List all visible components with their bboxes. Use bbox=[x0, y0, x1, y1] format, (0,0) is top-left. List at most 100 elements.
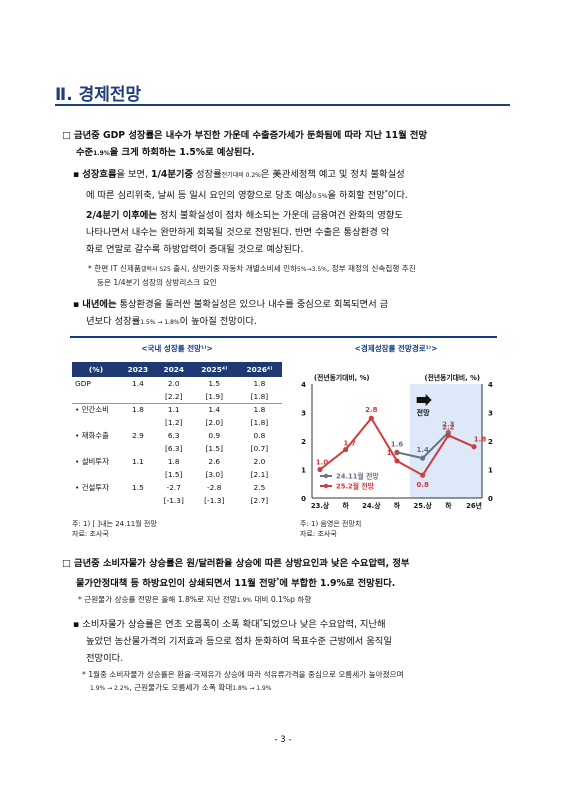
footnote-core-inflation: * 근원물가 상승률 전망은 올해 1.8%로 지난 전망1.9% 대비 0.1… bbox=[78, 593, 311, 607]
table-cell: 1.5 bbox=[208, 379, 221, 388]
square-bullet: □ bbox=[62, 558, 71, 569]
table-cell: 1.4 bbox=[132, 379, 144, 388]
table-cell: • 재화수출 bbox=[75, 431, 109, 440]
y-tick-left: 4 bbox=[301, 381, 306, 389]
table-cell: 1.8 bbox=[253, 379, 266, 388]
para3-bold: 2/4분기 이후에는 bbox=[86, 210, 157, 221]
col-header: 2026⁴⁾ bbox=[236, 362, 282, 377]
para2-bold-b: 1/4분기중 bbox=[151, 169, 194, 180]
table-cell: [-1.3] bbox=[163, 496, 184, 505]
foot1-sub2: 5%→3.5% bbox=[297, 266, 327, 273]
data-label: 0.8 bbox=[416, 481, 429, 489]
table-cell bbox=[72, 468, 120, 481]
para6-t2: 되었으나 낮은 수요압력, 지난해 bbox=[262, 619, 386, 631]
footnote-january-cpi: * 1월중 소비자물가 상승률은 환율·국제유가 상승에 따라 석유류가격을 중… bbox=[82, 668, 522, 695]
table-row: [2.2] [1.9] [1.8] bbox=[72, 390, 282, 404]
para6-sup: * bbox=[259, 618, 263, 625]
para2-t5: 이다. bbox=[387, 190, 408, 202]
x-tick-label: 하 bbox=[343, 501, 350, 510]
para4-t1: 통상환경을 둘러싼 불확실성은 있으나 내수를 중심으로 회복되면서 금 bbox=[116, 299, 389, 310]
table-cell: [-1.3] bbox=[204, 496, 225, 505]
table-cell: 2.0 bbox=[253, 457, 266, 466]
marker: ▪ bbox=[73, 619, 80, 631]
data-label: 2.8 bbox=[365, 406, 378, 414]
para6-t1: 소비자물가 상승률은 연초 오름폭이 소폭 확대 bbox=[82, 619, 260, 631]
y-tick-right: 0 bbox=[488, 495, 493, 503]
table-cell: [1.5] bbox=[164, 470, 183, 479]
data-label: 2.2 bbox=[442, 423, 455, 431]
table-cell: GDP bbox=[75, 379, 91, 388]
table-cell: • 민간소비 bbox=[75, 405, 109, 415]
foot3-b: , 근원물가도 오름세가 소폭 확대 bbox=[129, 683, 233, 692]
table-cell: 2.6 bbox=[208, 457, 221, 466]
y-tick-left: 0 bbox=[301, 495, 306, 503]
table-cell: 1.1 bbox=[167, 405, 180, 415]
para2-t4: 을 하회할 전망 bbox=[327, 190, 385, 202]
table-cell bbox=[72, 494, 120, 507]
footnote-upside-risk: * 한편 IT 신제품갤럭시 S25 출시, 상반기중 자동차 개별소비세 인하… bbox=[88, 262, 518, 289]
foot2-a: * 근원물가 상승률 전망은 올해 1.8%로 지난 전망 bbox=[78, 595, 237, 604]
paragraph-next-year: ▪ 내년에는 통상환경을 둘러싼 불확실성은 있으나 내수를 중심으로 회복되면… bbox=[73, 296, 513, 331]
table-row: [-1.3] [-1.3] [2.7] bbox=[72, 494, 282, 507]
series-point bbox=[420, 472, 426, 478]
series-point bbox=[420, 455, 426, 461]
table-row: [6.3] [1.5] [0.7] bbox=[72, 442, 282, 455]
foot1-line2: 등은 1/4분기 성장의 상방리스크 요인 bbox=[97, 278, 217, 287]
table-cell: • 설비투자 bbox=[75, 457, 109, 466]
foot3-a: * 1월중 소비자물가 상승률은 환율·국제유가 상승에 따라 석유류가격을 중… bbox=[82, 670, 404, 679]
legend-label: 25.2월 전망 bbox=[336, 482, 375, 491]
table-cell: 1.4 bbox=[208, 405, 221, 415]
table-title: <국내 성장률 전망¹⁾> bbox=[141, 344, 213, 353]
para5-line2b: 에 부합한 1.9%로 전망된다. bbox=[279, 578, 396, 590]
table-row: [1.2] [2.0] [1.8] bbox=[72, 416, 282, 429]
para1-line2-sub: 1.9% bbox=[93, 150, 110, 157]
x-tick-label: 24.상 bbox=[362, 501, 381, 510]
page-number: - 3 - bbox=[274, 735, 292, 745]
y-tick-left: 1 bbox=[301, 467, 306, 475]
paragraph-growth-flow: ▪ 성장흐름을 보면, 1/4분기중 성장률전기대비 0.2%은 美관세정책 예… bbox=[73, 166, 513, 205]
data-label: 2.3 bbox=[442, 420, 455, 428]
col-header: 2023 bbox=[120, 362, 156, 377]
col-header: (%) bbox=[72, 362, 120, 377]
table-cell: 1.1 bbox=[132, 457, 144, 466]
table-cell: [2.2] bbox=[155, 390, 192, 404]
table-row: • 민간소비 1.8 1.1 1.4 1.8 bbox=[72, 403, 282, 416]
para3-t1: 정치 불확실성이 점차 해소되는 가운데 금융여건 완화의 영향도 bbox=[156, 210, 403, 221]
data-label: 1.4 bbox=[416, 446, 429, 454]
y-tick-right: 4 bbox=[488, 381, 493, 389]
data-label: 1.8 bbox=[474, 436, 487, 444]
foot1-sub1: 갤럭시 S25 bbox=[140, 266, 171, 273]
foot1-a: * 한편 IT 신제품 bbox=[88, 264, 141, 273]
table-note: 주: 1) [ ]내는 24.11월 전망 bbox=[72, 520, 157, 528]
table-cell bbox=[72, 416, 120, 429]
x-tick-label: 하 bbox=[445, 501, 452, 510]
table-cell: [1.8] bbox=[236, 390, 282, 404]
table-cell: [2.0] bbox=[205, 418, 223, 427]
para2-sub2: 0.5% bbox=[312, 193, 328, 201]
data-label: 1.6 bbox=[391, 440, 404, 448]
table-cell: [1.8] bbox=[250, 418, 269, 427]
legend-marker bbox=[323, 483, 329, 489]
table-cell bbox=[120, 416, 156, 429]
chart-note: 주: 1) 음영은 전망치 bbox=[300, 520, 362, 528]
para1-line2a: 수준 bbox=[76, 147, 94, 158]
foot3-sub2: 1.8% → 1.9% bbox=[232, 685, 272, 692]
para2-line2: 에 따른 심리위축, 날씨 등 일시 요인의 영향으로 당초 예상 bbox=[86, 190, 313, 202]
legend-label: 24.11월 전망 bbox=[336, 472, 379, 481]
y-tick-right: 1 bbox=[488, 467, 493, 475]
x-tick-label: 하 bbox=[394, 501, 401, 510]
x-tick-label: 26년 bbox=[466, 501, 482, 510]
para1-line2b: 을 크게 하회하는 1.5%로 예상된다. bbox=[109, 147, 255, 158]
series-point bbox=[445, 432, 451, 438]
table-cell bbox=[72, 390, 120, 404]
table-row: GDP 1.4 2.0 1.5 1.8 bbox=[72, 377, 282, 390]
para2-sup: * bbox=[384, 189, 388, 196]
table-cell: -2.7 bbox=[166, 483, 181, 492]
table-cell bbox=[72, 442, 120, 455]
section-title: Ⅱ. 경제전망 bbox=[55, 85, 142, 105]
col-header: 2024 bbox=[155, 362, 192, 377]
para3-line3: 화로 연말로 갈수록 하방압력이 증대될 것으로 예상된다. bbox=[86, 244, 304, 255]
para4-bold: 내년에는 bbox=[82, 299, 117, 310]
data-label: 1.3 bbox=[387, 449, 400, 457]
table-cell: 0.8 bbox=[253, 431, 266, 440]
